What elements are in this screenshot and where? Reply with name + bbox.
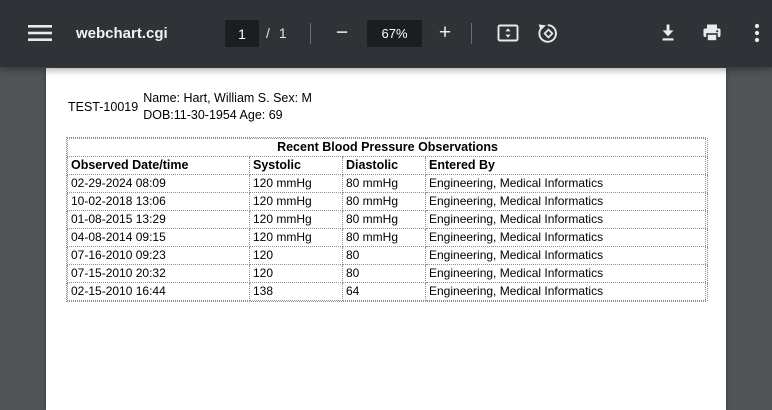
table-row: 07-15-2010 20:32 120 80 Engineering, Med… (67, 264, 709, 283)
vertical-ellipsis-icon (746, 22, 768, 44)
page-divider: / (266, 25, 270, 41)
cell-observed: 02-29-2024 08:09 (67, 174, 250, 193)
cell-diastolic: 80 mmHg (342, 174, 426, 193)
page-count: /1 (266, 25, 287, 41)
cell-entered-by: Engineering, Medical Informatics (424, 264, 709, 283)
table-row: 02-29-2024 08:09 120 mmHg 80 mmHg Engine… (67, 174, 709, 193)
pdf-viewer-toolbar: webchart.cgi /1 − 67% + (0, 0, 772, 67)
cell-systolic: 120 mmHg (249, 174, 343, 193)
patient-name-line: Name: Hart, William S. Sex: M (143, 91, 312, 105)
table-header-row: Observed Date/time Systolic Diastolic En… (67, 156, 709, 175)
zoom-level-display: 67% (367, 20, 422, 47)
col-header-entered-by: Entered By (424, 156, 709, 175)
patient-header: TEST-10019 Name: Hart, William S. Sex: M… (68, 90, 312, 124)
cell-systolic: 120 (249, 264, 343, 283)
cell-diastolic: 80 mmHg (342, 192, 426, 211)
rotate-counterclockwise-icon (535, 20, 562, 47)
cell-observed: 04-08-2014 09:15 (67, 228, 250, 247)
cell-observed: 02-15-2010 16:44 (67, 282, 250, 301)
cell-systolic: 120 (249, 246, 343, 265)
table-row: 02-15-2010 16:44 138 64 Engineering, Med… (67, 282, 709, 301)
cell-systolic: 120 mmHg (249, 210, 343, 229)
cell-systolic: 138 (249, 282, 343, 301)
cell-entered-by: Engineering, Medical Informatics (424, 192, 709, 211)
print-button[interactable] (695, 17, 729, 49)
cell-observed: 07-16-2010 09:23 (67, 246, 250, 265)
cell-systolic: 120 mmHg (249, 228, 343, 247)
col-header-systolic: Systolic (249, 156, 343, 175)
fit-to-page-icon (495, 20, 521, 46)
cell-diastolic: 64 (342, 282, 426, 301)
zoom-out-button[interactable]: − (326, 18, 358, 48)
menu-button[interactable] (24, 17, 56, 49)
col-header-observed: Observed Date/time (67, 156, 250, 175)
zoom-in-button[interactable]: + (429, 18, 461, 48)
more-options-button[interactable] (742, 17, 772, 49)
hamburger-menu-icon (28, 23, 52, 43)
page-number-input[interactable] (225, 20, 259, 47)
table-row: 01-08-2015 13:29 120 mmHg 80 mmHg Engine… (67, 210, 709, 229)
table-title: Recent Blood Pressure Observations (66, 138, 709, 157)
download-icon (656, 21, 680, 45)
bp-observations-table: Recent Blood Pressure Observations Obser… (66, 137, 709, 302)
cell-observed: 07-15-2010 20:32 (67, 264, 250, 283)
patient-id: TEST-10019 (68, 100, 139, 114)
rotate-button[interactable] (530, 17, 566, 49)
cell-entered-by: Engineering, Medical Informatics (424, 174, 709, 193)
cell-diastolic: 80 (342, 264, 426, 283)
download-button[interactable] (651, 17, 685, 49)
cell-diastolic: 80 mmHg (342, 228, 426, 247)
cell-entered-by: Engineering, Medical Informatics (424, 210, 709, 229)
page-total: 1 (278, 25, 287, 41)
cell-entered-by: Engineering, Medical Informatics (424, 228, 709, 247)
table-row: 04-08-2014 09:15 120 mmHg 80 mmHg Engine… (67, 228, 709, 247)
patient-dob-line: DOB:11-30-1954 Age: 69 (143, 108, 283, 122)
table-row: 07-16-2010 09:23 120 80 Engineering, Med… (67, 246, 709, 265)
pdf-viewer-area: TEST-10019 Name: Hart, William S. Sex: M… (0, 67, 772, 410)
fit-to-page-button[interactable] (490, 17, 526, 49)
cell-diastolic: 80 (342, 246, 426, 265)
cell-observed: 01-08-2015 13:29 (67, 210, 250, 229)
cell-systolic: 120 mmHg (249, 192, 343, 211)
col-header-diastolic: Diastolic (342, 156, 426, 175)
document-title: webchart.cgi (76, 25, 168, 42)
table-row: 10-02-2018 13:06 120 mmHg 80 mmHg Engine… (67, 192, 709, 211)
cell-entered-by: Engineering, Medical Informatics (424, 246, 709, 265)
cell-diastolic: 80 mmHg (342, 210, 426, 229)
pdf-page: TEST-10019 Name: Hart, William S. Sex: M… (46, 68, 726, 410)
cell-observed: 10-02-2018 13:06 (67, 192, 250, 211)
toolbar-divider (310, 23, 311, 44)
printer-icon (700, 21, 724, 45)
cell-entered-by: Engineering, Medical Informatics (424, 282, 709, 301)
table-title-row: Recent Blood Pressure Observations (66, 138, 709, 157)
toolbar-divider (471, 23, 472, 44)
